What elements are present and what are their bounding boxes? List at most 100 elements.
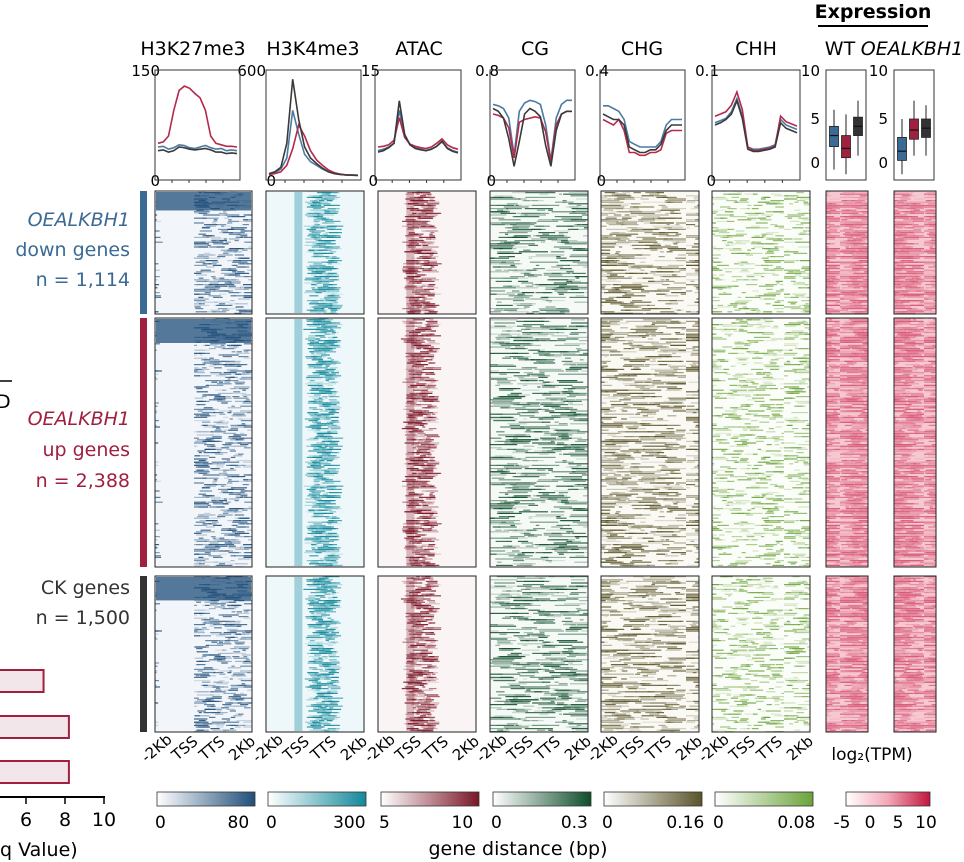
x-axis-title: gene distance (bp) <box>428 838 607 860</box>
heatmap-tss-band-atac-up <box>406 319 415 566</box>
group-bars <box>140 191 147 732</box>
heatmaps <box>154 190 937 733</box>
group-down-name: down genes <box>15 239 130 261</box>
heatmap-chh-up <box>711 317 811 568</box>
left-xtick-10: 10 <box>92 809 116 831</box>
profile-line-cg-CK <box>492 107 572 167</box>
profile-line-cg-up <box>492 110 572 163</box>
colorbar-tick-chg-1: 0.16 <box>666 813 704 833</box>
oe-label: OEALKBH1 <box>861 38 963 60</box>
heatmap-chh-ck <box>711 575 811 733</box>
profile-frame-4 <box>599 69 686 181</box>
profile-frame-5 <box>711 69 801 181</box>
group-up-n: n = 2,388 <box>36 470 130 492</box>
wt-ytick-0: 0 <box>810 154 820 172</box>
group-bar-0 <box>140 191 147 314</box>
heatmap-cg-up <box>489 317 589 568</box>
colorbar-h3k4 <box>267 791 367 807</box>
colorbar-h3k27 <box>156 791 256 807</box>
heatmap-cg-ck <box>489 575 589 733</box>
xtick-atac-1: TSS <box>391 732 425 765</box>
left-bar-2 <box>0 760 70 784</box>
profile-line-h3k27me3-up <box>157 85 238 148</box>
ymin-chg: 0 <box>596 172 606 190</box>
box-wt-up <box>841 135 851 159</box>
profile-line-chh-down <box>714 96 798 150</box>
colorbar-tick-cg-1: 0.3 <box>561 813 588 833</box>
expression-title: Expression <box>815 1 932 23</box>
colorbar-tick-chg-0: 0 <box>602 813 613 833</box>
wt-box-frame <box>825 69 867 181</box>
ymin-cg: 0 <box>486 172 496 190</box>
expression-heatmap-wt-down <box>825 190 869 315</box>
ymin-h3k27: 0 <box>150 172 160 190</box>
colorbar-tick-atac-0: 5 <box>379 813 390 833</box>
profile-line-h3k4me3-down <box>268 110 359 177</box>
xtick-chg-2: TTS <box>641 732 674 764</box>
left-x-label: q Value) <box>0 839 78 861</box>
profile-frame-2 <box>374 69 462 181</box>
xtick-chg-1: TSS <box>614 732 648 765</box>
colorbar-tick-h3k4-0: 0 <box>266 813 277 833</box>
colorbar-chh <box>714 791 814 807</box>
col-title-h3k4: H3K4me3 <box>266 38 359 60</box>
colorbar-tick-h3k27-0: 0 <box>155 813 166 833</box>
oe-box-frame <box>893 69 935 181</box>
ymax-chh: 0.1 <box>695 62 719 80</box>
expression-heatmap-oe-up <box>893 317 937 568</box>
ymax-atac: 15 <box>361 62 380 80</box>
wt-ytick-10: 10 <box>801 62 820 80</box>
heatmap-cg-down <box>489 190 589 315</box>
x-tick-labels: -2KbTSSTTS2Kb-2KbTSSTTS2Kb-2KbTSSTTS2Kb-… <box>138 730 817 766</box>
profile-line-h3k27me3-down <box>157 143 238 152</box>
col-title-atac: ATAC <box>395 38 443 60</box>
heatmap-h3k27-ck <box>154 575 253 733</box>
group-bar-1 <box>140 318 147 567</box>
xtick-cg-1: TSS <box>503 732 537 765</box>
heatmap-atac-down <box>377 190 477 315</box>
profile-line-chg-up <box>602 118 682 157</box>
colorbar-expression-tick-2: 5 <box>893 813 904 833</box>
profile-line-chg-CK <box>602 113 682 154</box>
heatmap-h3k27-down <box>154 190 253 315</box>
col-title-chg: CHG <box>621 38 663 60</box>
oe-ytick-10: 10 <box>869 62 888 80</box>
profile-frame-1 <box>265 69 362 181</box>
colorbar-expression-tick-1: 0 <box>865 813 876 833</box>
heatmap-h3k27-up <box>154 317 253 568</box>
heatmap-tss-band-h3k4-up <box>294 319 303 566</box>
colorbar-atac <box>380 791 480 807</box>
profile-line-chh-CK <box>714 98 798 153</box>
profile-line-chh-up <box>714 89 798 152</box>
heatmap-h3k27-topband-up <box>156 319 251 343</box>
col-title-h3k27: H3K27me3 <box>140 38 245 60</box>
column-titles: H3K27me3 H3K4me3 ATAC CG CHG CHH <box>140 38 777 60</box>
profile-line-h3k27me3-CK <box>157 146 238 155</box>
expression-boxplots: 10 5 0 10 5 0 <box>801 62 935 181</box>
wt-ytick-5: 5 <box>810 110 820 128</box>
ymax-h3k4: 600 <box>237 62 266 80</box>
heatmap-atac-ck <box>377 575 477 733</box>
wt-label: WT <box>825 38 856 60</box>
heatmap-chg-ck <box>600 575 700 733</box>
group-down-italic: OEALKBH1 <box>28 209 130 231</box>
profile-line-cg-down <box>492 99 572 161</box>
heatmap-h3k4-ck <box>265 575 365 733</box>
profile-line-h3k4me3-CK <box>268 79 359 176</box>
xtick-chh-2: TTS <box>752 732 785 764</box>
xtick-h3k4-2: TTS <box>306 732 339 764</box>
profile-line-atac-up <box>377 117 459 150</box>
left-bar-1 <box>0 715 70 739</box>
colorbar-cg <box>492 791 592 807</box>
expression-xlabel: log₂(TPM) <box>831 745 912 765</box>
ymax-cg: 0.8 <box>475 62 499 80</box>
xtick-h3k27-2: TTS <box>195 732 228 764</box>
colorbar-tick-h3k4-1: 300 <box>333 813 365 833</box>
heatmap-h3k4-down <box>265 190 365 315</box>
ymax-chg: 0.4 <box>585 62 609 80</box>
left-bar-panel: D 6 8 10 q Value) <box>0 380 116 861</box>
expression-heatmap-wt-up <box>825 317 869 568</box>
heatmap-h3k4-up <box>265 317 365 568</box>
colorbar-expression-tick-0: -5 <box>834 813 851 833</box>
